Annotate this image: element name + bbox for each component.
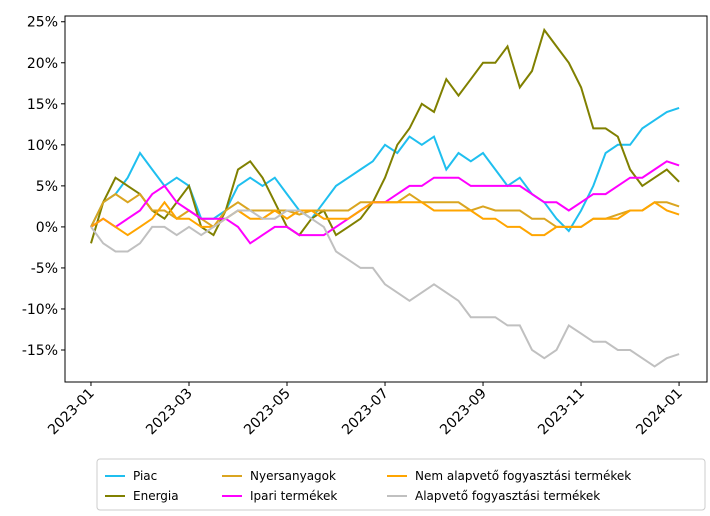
legend-label: Piac <box>133 469 157 483</box>
legend-label: Energia <box>133 489 179 503</box>
y-tick-label: -10% <box>22 302 58 318</box>
y-tick-label: 10% <box>27 138 58 154</box>
y-tick-label: 5% <box>36 179 58 195</box>
y-tick-label: 0% <box>36 220 58 236</box>
plot-frame <box>64 15 708 383</box>
series-line <box>90 209 680 368</box>
legend-box <box>96 458 706 511</box>
legend-label: Nyersanyagok <box>250 469 336 483</box>
y-tick-label: 20% <box>27 56 58 72</box>
series-line <box>90 106 680 233</box>
x-tick-label: 2024-01 <box>633 386 686 439</box>
x-tick-label: 2023-11 <box>535 386 588 439</box>
y-tick-label: 15% <box>27 97 58 113</box>
x-tick-label: 2023-09 <box>437 386 490 439</box>
x-tick-label: 2023-01 <box>45 386 98 439</box>
y-tick-label: -5% <box>31 261 58 277</box>
series-line <box>90 27 680 244</box>
y-tick-label: 25% <box>27 15 58 31</box>
legend: Piac Energia Nyersanyagok Ipari termékek Nem… <box>96 458 706 511</box>
x-tick-label: 2023-03 <box>143 386 196 439</box>
x-tick-label: 2023-07 <box>339 386 392 439</box>
x-tick-label: 2023-05 <box>241 386 294 439</box>
y-tick-label: -15% <box>22 343 58 359</box>
series-line <box>90 200 680 237</box>
legend-label: Nem alapvető fogyasztási termékek <box>415 469 631 483</box>
legend-label: Ipari termékek <box>250 489 337 503</box>
legend-label: Alapvető fogyasztási termékek <box>415 489 600 503</box>
